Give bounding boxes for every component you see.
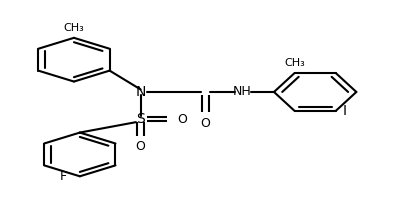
Text: I: I [343,104,347,118]
Text: N: N [135,85,146,99]
Text: NH: NH [233,85,252,99]
Text: O: O [136,141,146,153]
Text: CH₃: CH₃ [64,23,84,33]
Text: CH₃: CH₃ [284,58,305,68]
Text: O: O [177,112,187,126]
Text: S: S [136,112,145,126]
Text: F: F [60,170,67,183]
Text: O: O [200,117,210,130]
